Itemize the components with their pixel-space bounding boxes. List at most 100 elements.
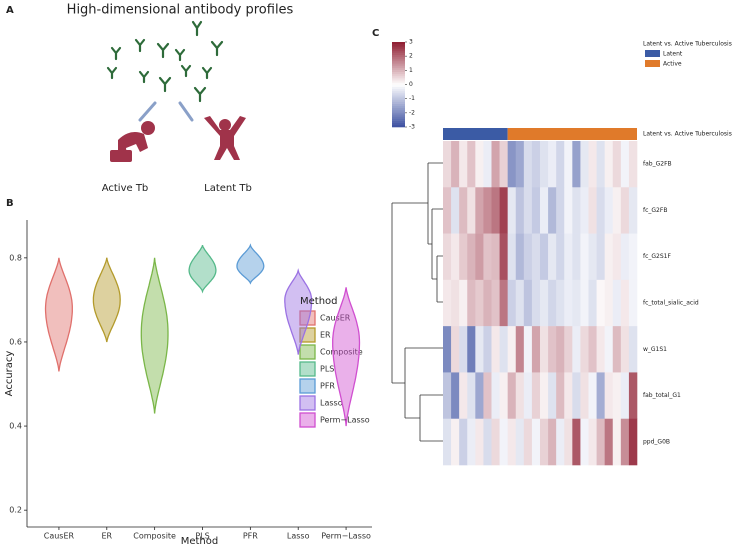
heat-cell	[507, 418, 517, 466]
heat-cell	[548, 233, 557, 281]
heat-cell	[596, 372, 605, 420]
colorbar-segment	[392, 46, 405, 49]
heat-cell	[556, 418, 565, 466]
heat-cell	[548, 372, 557, 420]
heat-cell	[451, 418, 460, 466]
heat-cell	[491, 326, 500, 373]
heat-cell	[620, 233, 630, 281]
heat-cell	[523, 141, 533, 188]
heat-cell	[628, 233, 638, 281]
colorbar-tick-label: -2	[409, 109, 415, 116]
colorbar-segment	[392, 99, 405, 102]
colorbar-segment	[392, 103, 405, 107]
heat-cell	[523, 233, 533, 281]
legend-title: Latent vs. Active Tuberculosis	[643, 41, 732, 48]
heat-cell	[499, 233, 508, 281]
legend-label: Composite	[320, 348, 363, 357]
heat-cell	[588, 279, 597, 327]
colorbar-segment	[392, 61, 405, 64]
heat-cell	[459, 187, 468, 234]
colorbar-segment	[392, 76, 405, 79]
heat-cell	[580, 279, 589, 327]
row-label: ppd_G0B	[643, 438, 670, 445]
heat-cell	[620, 279, 630, 327]
heat-cell	[604, 233, 614, 281]
violin	[44, 257, 73, 372]
heat-cell	[604, 141, 614, 188]
legend-label: Latent	[663, 51, 683, 58]
heat-cell	[499, 372, 508, 420]
heat-cell	[612, 326, 622, 373]
y-axis-label: Accuracy	[4, 351, 15, 397]
heat-cell	[475, 418, 484, 466]
x-tick-label: Composite	[133, 532, 176, 541]
colorbar-segment	[392, 82, 405, 85]
x-tick-label: CausER	[44, 532, 75, 541]
heat-cell	[612, 418, 622, 466]
heat-cell	[596, 141, 605, 188]
heat-cell	[564, 187, 573, 234]
violin	[92, 257, 121, 343]
heat-cell	[507, 326, 517, 373]
heat-cell	[467, 418, 476, 466]
heat-cell	[467, 141, 476, 188]
heat-cell	[604, 187, 614, 234]
row-dendrogram	[391, 162, 443, 442]
legend-key	[299, 344, 316, 360]
heat-cell	[531, 233, 541, 281]
violin	[236, 243, 265, 285]
y-tick-label: 0.2	[9, 506, 22, 515]
heat-cell	[507, 187, 517, 234]
heat-cell	[491, 418, 500, 466]
legend-key	[299, 361, 316, 377]
heat-cell	[523, 326, 533, 373]
heat-cell	[596, 187, 605, 234]
heat-cell	[572, 187, 581, 234]
heat-cell	[604, 418, 614, 466]
heat-cell	[515, 418, 525, 466]
heat-cell	[459, 418, 468, 466]
heat-cell	[604, 279, 614, 327]
heat-cell	[467, 372, 476, 420]
colorbar-tick-label: 0	[409, 81, 413, 88]
heat-cell	[612, 233, 622, 281]
heat-cell	[564, 279, 573, 327]
heat-cell	[459, 279, 468, 327]
heat-cell	[612, 187, 622, 234]
heat-cell	[588, 326, 597, 373]
heat-cell	[540, 372, 549, 420]
y-tick-label: 0.8	[9, 253, 22, 262]
heat-cell	[540, 326, 549, 373]
heat-cell	[523, 372, 533, 420]
colorbar-tick-label: 3	[409, 39, 413, 46]
y-tick-label: 0.6	[9, 337, 22, 346]
heat-cell	[491, 279, 500, 327]
colorbar-segment	[392, 54, 405, 58]
heat-cell	[499, 279, 508, 327]
colorbar-segment	[392, 120, 405, 124]
heat-cell	[548, 418, 557, 466]
row-label: w_G1S1	[643, 346, 667, 353]
heat-cell	[531, 326, 541, 373]
heat-cell	[588, 187, 597, 234]
illustration-label: Active Tb	[102, 183, 149, 194]
panel-letter: B	[6, 198, 14, 209]
heat-cell	[499, 326, 508, 373]
heat-cell	[580, 372, 589, 420]
legend-key	[645, 60, 660, 67]
colorbar-segment	[392, 59, 405, 62]
heat-cell	[588, 233, 597, 281]
heat-cell	[548, 141, 557, 188]
heat-cell	[523, 418, 533, 466]
heat-cell	[556, 187, 565, 234]
heat-cell	[540, 233, 549, 281]
panel-letter: A	[6, 5, 14, 16]
heat-cell	[580, 418, 589, 466]
colorbar-segment	[392, 97, 405, 100]
heat-cell	[451, 187, 460, 234]
heat-cell	[620, 372, 630, 420]
heat-cell	[507, 372, 517, 420]
heat-cell	[475, 233, 484, 281]
heat-cell	[515, 326, 525, 373]
heat-cell	[620, 187, 630, 234]
